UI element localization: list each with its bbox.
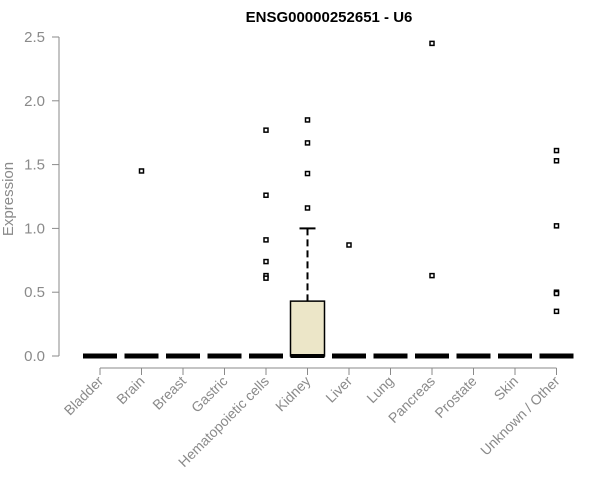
y-tick-label: 0.0 [24,348,45,365]
outlier-point [263,275,269,281]
x-tick-label: Liver [322,373,355,406]
box-group [539,147,574,359]
outlier-point [429,40,435,47]
y-tick-label: 1.0 [24,220,45,237]
y-tick-label: 2.0 [24,93,45,110]
x-tick-label: Skin [491,373,522,404]
x-tick-label: Bladder [61,373,107,419]
outlier-point [429,272,435,279]
box-rect [289,300,326,357]
y-axis-label: Expression [0,162,17,236]
x-tick-label: Breast [149,373,189,413]
y-tick-label: 1.5 [24,157,45,174]
chart-title: ENSG00000252651 - U6 [246,9,413,26]
box-group [289,117,326,358]
outlier-point [346,242,352,248]
outlier-point [553,147,560,154]
outlier-point [263,192,269,198]
box-group [124,168,159,359]
y-tick-label: 2.5 [24,29,45,46]
outlier-point [553,308,560,315]
x-tick-label: Brain [113,373,147,407]
outlier-point [304,140,311,146]
x-tick-label: Kidney [272,373,314,415]
y-tick-label: 0.5 [24,284,45,301]
x-tick-label: Unknown / Other [477,373,563,459]
outlier-point [263,237,269,243]
outlier-point [304,170,311,177]
box-group [249,127,283,359]
outlier-point [553,158,560,164]
outlier-point [263,258,269,265]
box-group [415,40,449,359]
y-axis: 0.0 0.5 1.0 1.5 2.0 2.5 [24,29,60,365]
box-group [332,242,366,359]
outlier-point [304,117,311,123]
outlier-point [553,223,560,229]
x-tick-label: Lung [363,373,396,406]
plot-area [83,40,574,359]
outlier-point [138,168,145,174]
outlier-point [553,290,560,297]
outlier-point [263,127,269,133]
outlier-point [304,205,311,211]
x-tick-label: Prostate [431,373,479,421]
